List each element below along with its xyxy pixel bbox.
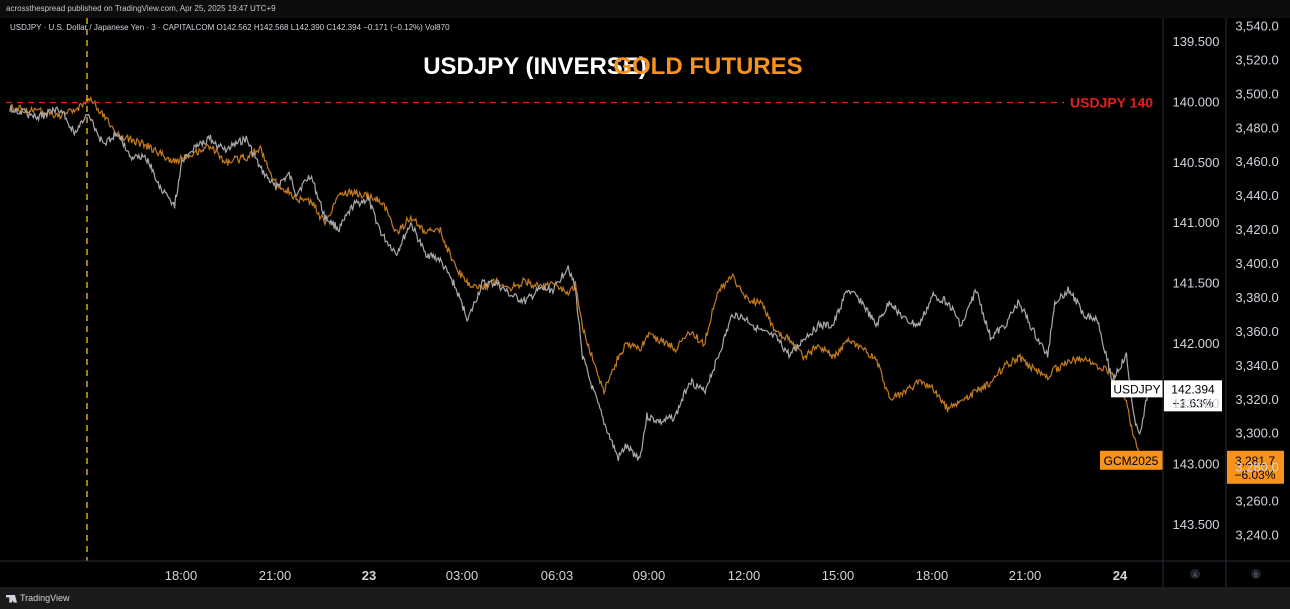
axis-a-marker-label: A xyxy=(1193,573,1197,579)
x-axis-tick-label: 21:00 xyxy=(1009,568,1042,583)
usdjpy-axis-tick-label: 139.500 xyxy=(1173,34,1220,49)
axes-layer: 139.500 140.000 140.500 141.000 141.500 142.0… xyxy=(0,18,1290,587)
usdjpy-axis-tick-label: 142.000 xyxy=(1173,336,1220,351)
gold-axis-tick-label: 3,400.0 xyxy=(1235,256,1278,271)
gold-name-label: GCM2025 xyxy=(1104,454,1159,468)
x-axis-tick-label: 03:00 xyxy=(446,568,479,583)
usdjpy-price-badge xyxy=(1164,380,1222,412)
chart-title-gold: GOLD FUTURES xyxy=(613,53,802,80)
gold-axis-tick-label: 3,340.0 xyxy=(1235,358,1278,373)
symbol-legend-line: USDJPY · U.S. Dollar / Japanese Yen · 3 … xyxy=(10,23,450,32)
gold-axis-tick-label: 3,360.0 xyxy=(1235,324,1278,339)
gold-axis-tick-label: 3,240.0 xyxy=(1235,528,1278,543)
usdjpy-last-value: 142.394 xyxy=(1171,382,1215,396)
gold-axis-tick-label: 3,380.0 xyxy=(1235,290,1278,305)
usdjpy-axis-tick-label: 140.000 xyxy=(1173,94,1220,109)
footer-brand: TradingView xyxy=(20,593,70,603)
gold-axis-tick-label: 3,500.0 xyxy=(1235,86,1278,101)
chart-canvas[interactable]: USDJPY 14004/22/25 15:00USDJPY (INVERSE)… xyxy=(0,18,1290,587)
gold-futures-series-line xyxy=(9,95,1148,466)
gold-last-value: 3,281.7 xyxy=(1235,454,1275,468)
x-axis-tick-label: 21:00 xyxy=(259,568,292,583)
gold-price-badge xyxy=(1227,450,1284,484)
gold-axis-tick-label: 3,420.0 xyxy=(1235,222,1278,237)
x-axis-tick-label: 23 xyxy=(362,568,376,583)
x-axis-tick-label: 18:00 xyxy=(916,568,949,583)
footer-bar: TradingView xyxy=(0,587,1290,609)
usdjpy-140-level-label: USDJPY 140 xyxy=(1070,94,1153,110)
x-axis-panel xyxy=(6,561,1163,587)
x-axis-tick-label: 09:00 xyxy=(633,568,666,583)
usdjpy-axis-tick-label: 141.500 xyxy=(1173,275,1220,290)
gold-axis-tick-label: 3,540.0 xyxy=(1235,18,1278,33)
usdjpy-axis-tick-label: 143.000 xyxy=(1173,456,1220,471)
x-axis-tick-label: 18:00 xyxy=(165,568,198,583)
publisher-line: acrossthespread published on TradingView… xyxy=(0,0,1290,18)
usdjpy-axis-tick-label: 141.000 xyxy=(1173,215,1220,230)
gold-axis-tick-label: 3,320.0 xyxy=(1235,392,1278,407)
series-layer xyxy=(9,95,1149,466)
usdjpy-name-label: USDJPY xyxy=(1113,382,1160,396)
x-axis-tick-label: 12:00 xyxy=(728,568,761,583)
usdjpy-change: +1.63% xyxy=(1172,396,1213,410)
usdjpy-axis-tick-label: 142.500 xyxy=(1173,396,1220,411)
usdjpy-name-badge xyxy=(1111,380,1163,398)
axis-b-marker-icon xyxy=(1251,569,1261,579)
x-axis-tick-label: 24 xyxy=(1113,568,1128,583)
gold-name-badge xyxy=(1100,450,1163,470)
usdjpy-axis-tick-label: 140.500 xyxy=(1173,155,1220,170)
chart-title-usdjpy: USDJPY (INVERSE) xyxy=(423,53,647,80)
axis-b-marker-label: B xyxy=(1254,573,1258,579)
gold-axis-tick-label: 3,520.0 xyxy=(1235,52,1278,67)
gold-axis-tick-label: 3,260.0 xyxy=(1235,494,1278,509)
tradingview-logo-icon xyxy=(6,594,17,603)
chart-frame: USDJPY 14004/22/25 15:00USDJPY (INVERSE)… xyxy=(0,18,1290,587)
x-axis-tick-label: 15:00 xyxy=(822,568,855,583)
gold-axis-tick-label: 3,460.0 xyxy=(1235,154,1278,169)
usdjpy-series-line xyxy=(9,105,1149,462)
gold-axis-tick-label: 3,300.0 xyxy=(1235,426,1278,441)
usdjpy-axis-tick-label: 143.500 xyxy=(1173,517,1220,532)
axis-a-marker-icon xyxy=(1190,569,1200,579)
gold-axis-tick-label: 3,280.0 xyxy=(1235,460,1278,475)
x-axis-tick-label: 06:03 xyxy=(541,568,574,583)
gold-change: −6.03% xyxy=(1234,468,1275,482)
gold-axis-tick-label: 3,440.0 xyxy=(1235,188,1278,203)
overlay-layer: USDJPY 14004/22/25 15:00USDJPY (INVERSE)… xyxy=(6,18,1284,584)
gold-axis-tick-label: 3,480.0 xyxy=(1235,120,1278,135)
